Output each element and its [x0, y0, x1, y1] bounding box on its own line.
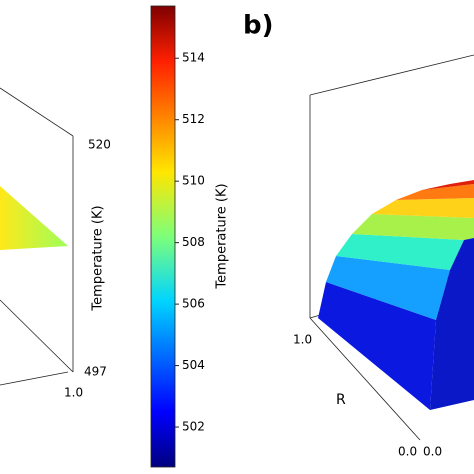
axis-label: R: [336, 392, 346, 408]
surface: [326, 256, 450, 320]
z-tick-label: 497: [84, 365, 107, 379]
axis-line: [0, 299, 74, 373]
tick-label: 510: [182, 174, 205, 188]
tick-label: 506: [182, 297, 205, 311]
axis-label: Temperature (K): [91, 205, 106, 311]
surface: [372, 198, 474, 218]
surface: [352, 214, 474, 240]
tick-label: 514: [182, 51, 205, 65]
x-tick-label: 1.0: [293, 333, 312, 347]
x-tick-label: 0.0: [398, 445, 417, 459]
tick-label: 502: [182, 420, 205, 434]
tick-label: 504: [182, 358, 205, 372]
axis-line: [309, 54, 474, 96]
colorbar: Temperature (K) 502 504 506 508 510 512 514: [150, 5, 230, 468]
surface: [0, 186, 68, 250]
surface-side: [430, 238, 474, 410]
surface: [318, 282, 436, 410]
colorbar-bar: [150, 5, 176, 468]
axis-line: [309, 317, 421, 441]
tick-label: 508: [182, 235, 205, 249]
z-tick-label: 520: [88, 138, 111, 152]
axis-line: [0, 371, 69, 386]
surface: [336, 234, 464, 270]
y-tick-label: 0.0: [423, 445, 442, 459]
tick-label: 512: [182, 112, 205, 126]
axis-line: [0, 87, 74, 137]
x-tick-label: 1.0: [64, 386, 83, 400]
panel-b: b) 1.0 0.0 0.0 R: [243, 11, 474, 459]
panel-label: b): [243, 11, 274, 41]
colorbar-label: Temperature (K): [215, 183, 230, 289]
surface: [422, 180, 474, 190]
panel-a: 520 497 1.0 Temperature (K): [0, 87, 111, 400]
surface: [396, 184, 474, 200]
